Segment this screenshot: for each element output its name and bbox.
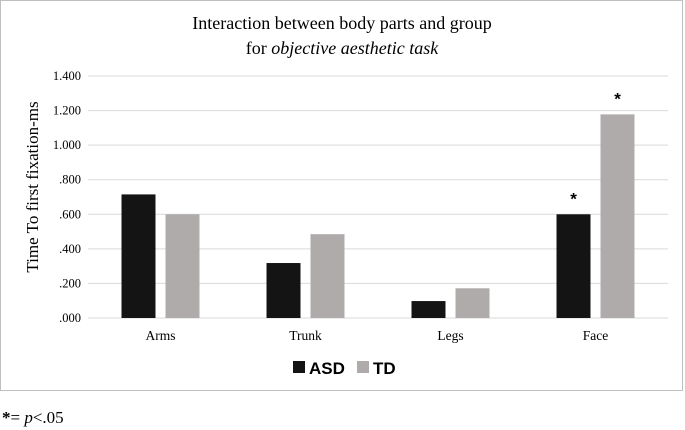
footnote-rest: <.05: [32, 408, 64, 427]
bar-chart: Interaction between body parts and group…: [23, 13, 668, 378]
footnote-eq: =: [10, 408, 25, 427]
bar-asd-arms: [121, 194, 156, 318]
bar-td-arms: [165, 214, 200, 318]
chart-title-line2-italic: objective aesthetic task: [271, 38, 439, 58]
footnote: *= p<.05: [2, 408, 64, 428]
y-tick-label: .200: [59, 276, 81, 290]
bar-asd-face: [556, 214, 591, 318]
x-tick-label: Trunk: [289, 328, 322, 343]
chart-title-line1: Interaction between body parts and group: [192, 13, 491, 33]
y-tick-label: .400: [59, 242, 81, 256]
bar-td-trunk: [310, 234, 345, 318]
y-tick-labels: .000 .200 .400 .600 .800 1.000 1.200 1.400: [53, 69, 81, 325]
significance-marker: *: [570, 189, 577, 208]
y-tick-label: 1.000: [53, 138, 81, 152]
chart-title-line2-prefix: for: [246, 38, 272, 58]
legend-label-asd: ASD: [309, 359, 345, 378]
bars: [121, 114, 635, 318]
significance-markers: **: [570, 89, 621, 208]
footnote-p: p: [24, 408, 33, 427]
x-tick-label: Legs: [437, 328, 463, 343]
x-tick-labels: Arms Trunk Legs Face: [146, 328, 609, 343]
legend-swatch-asd: [293, 361, 305, 373]
significance-marker: *: [614, 89, 621, 108]
y-tick-label: 1.200: [53, 104, 81, 118]
x-tick-label: Arms: [146, 328, 176, 343]
chart-frame: [0, 0, 683, 391]
y-tick-label: .800: [59, 173, 81, 187]
legend-swatch-td: [357, 361, 369, 373]
y-axis-label: Time To first fixation-ms: [23, 101, 42, 272]
x-tick-label: Face: [583, 328, 608, 343]
bar-td-face: [600, 114, 635, 318]
footnote-star: *: [2, 408, 11, 427]
legend-label-td: TD: [373, 359, 396, 378]
bar-td-legs: [455, 288, 490, 318]
y-tick-label: .000: [59, 311, 81, 325]
bar-asd-trunk: [266, 263, 301, 318]
bar-asd-legs: [411, 301, 446, 318]
y-tick-label: .600: [59, 207, 81, 221]
legend: ASD TD: [293, 359, 396, 378]
chart-title-line2: for objective aesthetic task: [246, 38, 439, 58]
y-tick-label: 1.400: [53, 69, 81, 83]
